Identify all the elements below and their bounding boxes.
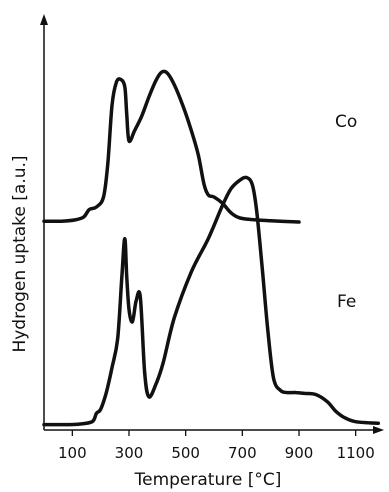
x-tick-label-500: 500 (171, 444, 200, 462)
x-tick-label-900: 900 (285, 444, 314, 462)
x-axis-label: Temperature [°C] (134, 470, 282, 490)
x-tick-label-100: 100 (58, 444, 87, 462)
y-axis-arrow (40, 14, 48, 25)
y-axis-label: Hydrogen uptake [a.u.] (10, 155, 30, 352)
x-tick-label-1100: 1100 (337, 444, 375, 462)
co-series-label: Co (335, 112, 357, 132)
x-axis-arrow (373, 426, 384, 434)
axes (40, 14, 384, 434)
x-tick-label-700: 700 (228, 444, 257, 462)
x-axis-ticks: 100 300 500 700 900 1100 (58, 430, 375, 462)
fe-curve (42, 175, 381, 427)
x-tick-label-300: 300 (115, 444, 144, 462)
co-curve (42, 69, 301, 224)
fe-series-label: Fe (337, 292, 356, 312)
